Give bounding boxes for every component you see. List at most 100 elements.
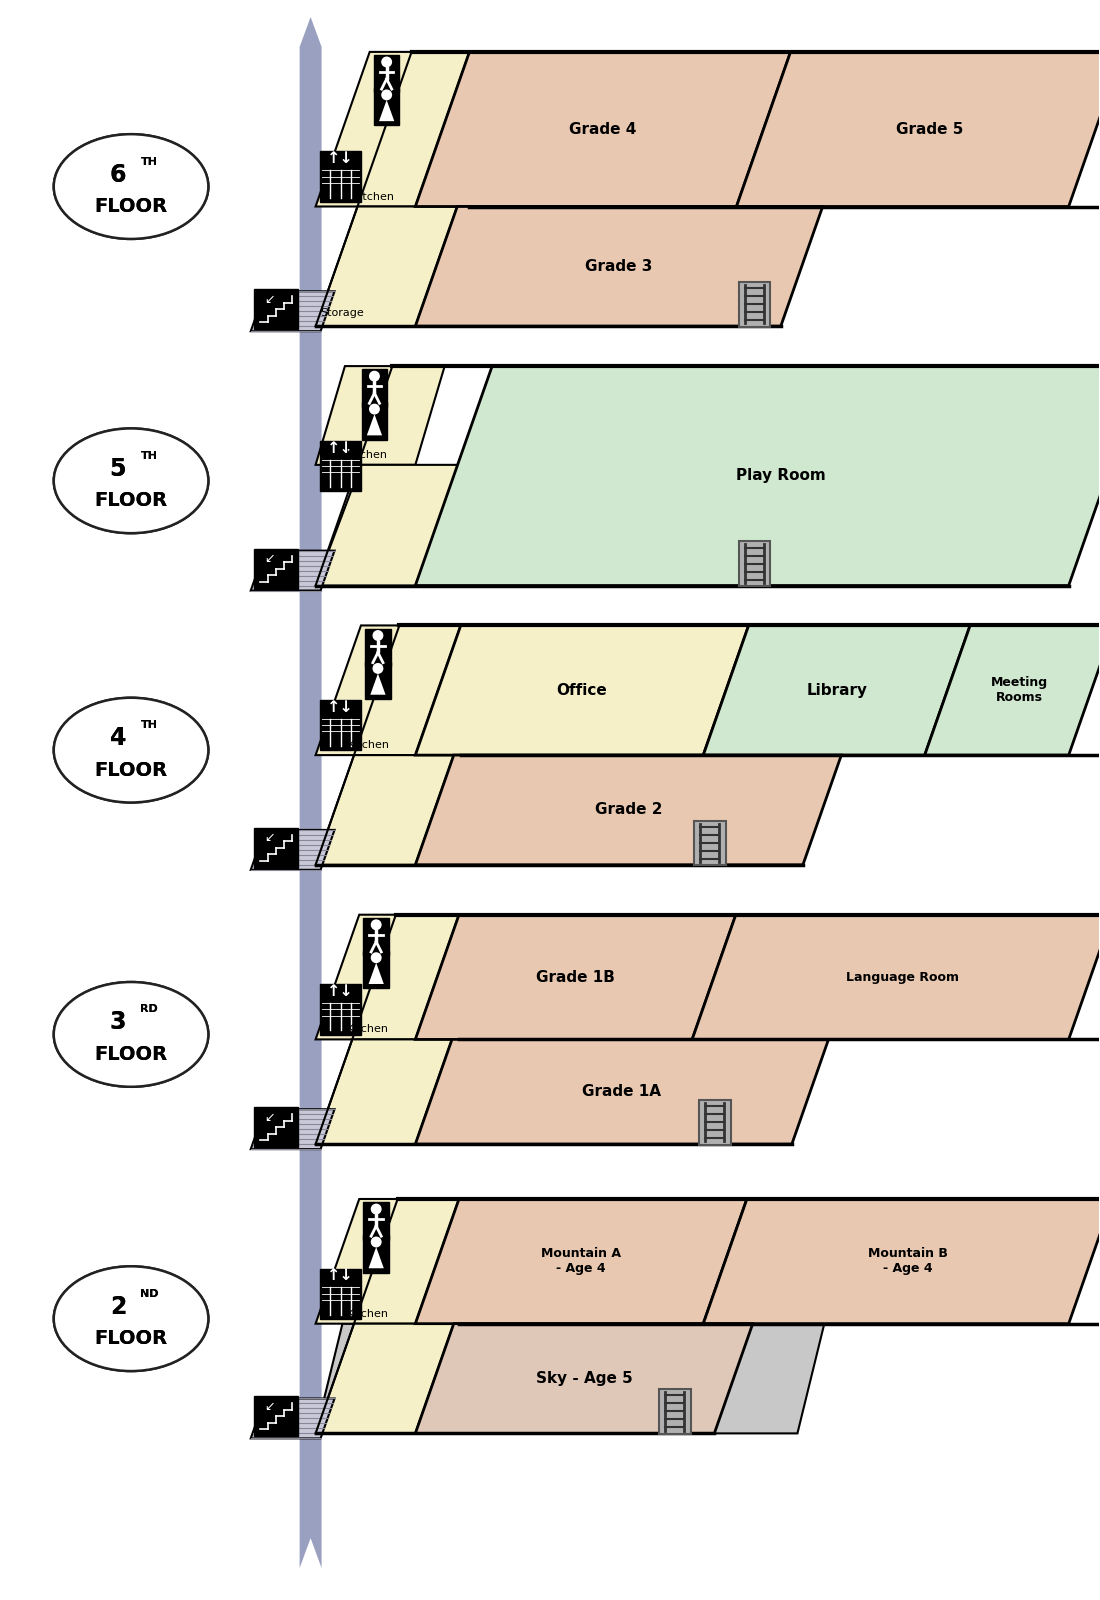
Polygon shape: [416, 366, 1100, 586]
Bar: [320, 152, 362, 202]
Ellipse shape: [54, 1266, 208, 1371]
Bar: [374, 54, 399, 93]
Bar: [254, 290, 298, 330]
Text: TH: TH: [141, 157, 157, 166]
Polygon shape: [925, 626, 1100, 755]
Text: Kitchen: Kitchen: [346, 1024, 388, 1035]
Polygon shape: [703, 626, 970, 755]
Text: Kitchen: Kitchen: [348, 741, 389, 750]
Text: ↑↓: ↑↓: [327, 699, 354, 715]
Polygon shape: [316, 755, 453, 866]
Text: RD: RD: [140, 1005, 158, 1014]
Ellipse shape: [52, 696, 211, 805]
Circle shape: [373, 630, 383, 640]
Text: Kitchen: Kitchen: [345, 450, 387, 459]
Text: Office: Office: [557, 683, 607, 698]
Polygon shape: [251, 830, 334, 870]
Text: TH: TH: [141, 720, 157, 730]
Text: ↑↓: ↑↓: [327, 984, 354, 998]
Circle shape: [373, 664, 383, 674]
Ellipse shape: [54, 134, 208, 238]
Circle shape: [372, 1237, 381, 1246]
Text: Storage: Storage: [320, 309, 364, 318]
Bar: [254, 827, 298, 867]
Text: 6: 6: [110, 163, 126, 187]
Text: Language Room: Language Room: [846, 971, 959, 984]
Text: ↙: ↙: [264, 293, 275, 306]
Text: ↙: ↙: [264, 1110, 275, 1123]
Text: 6: 6: [110, 163, 126, 187]
Text: TH: TH: [141, 451, 157, 461]
Polygon shape: [379, 99, 394, 122]
Polygon shape: [703, 1198, 1100, 1323]
Polygon shape: [692, 915, 1100, 1040]
Circle shape: [372, 920, 381, 930]
Polygon shape: [316, 626, 461, 755]
Text: Grade 3: Grade 3: [585, 259, 652, 274]
Text: 5: 5: [110, 458, 126, 482]
Text: Grade 1B: Grade 1B: [536, 970, 615, 984]
Ellipse shape: [52, 1264, 211, 1373]
Text: FLOOR: FLOOR: [95, 1045, 167, 1064]
Polygon shape: [416, 755, 842, 866]
Polygon shape: [416, 1198, 747, 1323]
Text: Mountain A
- Age 4: Mountain A - Age 4: [541, 1248, 622, 1275]
Text: FLOOR: FLOOR: [95, 1045, 167, 1064]
Text: FLOOR: FLOOR: [95, 760, 167, 779]
Polygon shape: [316, 206, 458, 326]
Text: 3: 3: [110, 1011, 126, 1035]
Polygon shape: [316, 1040, 452, 1144]
Bar: [363, 1235, 389, 1272]
Text: FLOOR: FLOOR: [95, 197, 167, 216]
Ellipse shape: [54, 134, 208, 238]
Ellipse shape: [54, 698, 208, 803]
Circle shape: [370, 405, 379, 414]
Polygon shape: [299, 18, 321, 1568]
Polygon shape: [368, 963, 384, 984]
Bar: [362, 370, 387, 406]
Text: Meeting
Rooms: Meeting Rooms: [991, 677, 1048, 704]
Text: ND: ND: [140, 1288, 158, 1299]
Polygon shape: [371, 674, 386, 694]
Text: FLOOR: FLOOR: [95, 1330, 167, 1349]
Text: FLOOR: FLOOR: [95, 760, 167, 779]
Text: FLOOR: FLOOR: [95, 197, 167, 216]
Text: 5: 5: [110, 458, 126, 482]
Circle shape: [382, 90, 392, 99]
Bar: [320, 984, 362, 1035]
Bar: [363, 918, 389, 955]
Polygon shape: [416, 1040, 828, 1144]
Circle shape: [372, 954, 381, 963]
Bar: [254, 549, 298, 589]
Text: ↙: ↙: [264, 832, 275, 845]
Circle shape: [370, 371, 379, 381]
Text: ND: ND: [140, 1288, 158, 1299]
Bar: [374, 88, 399, 125]
Text: Mountain B
- Age 4: Mountain B - Age 4: [868, 1248, 948, 1275]
Text: 4: 4: [110, 726, 126, 750]
Polygon shape: [251, 1109, 334, 1149]
Bar: [254, 1397, 298, 1437]
Bar: [320, 1269, 362, 1318]
Ellipse shape: [52, 131, 211, 242]
Ellipse shape: [52, 979, 211, 1090]
Ellipse shape: [54, 698, 208, 803]
Circle shape: [372, 1205, 381, 1214]
Text: Kitchen: Kitchen: [353, 192, 395, 202]
Bar: [362, 402, 387, 440]
Text: Kitchen: Kitchen: [346, 1309, 388, 1318]
Polygon shape: [366, 414, 382, 435]
Text: Grade 1A: Grade 1A: [582, 1085, 661, 1099]
Bar: [363, 950, 389, 989]
Text: FLOOR: FLOOR: [95, 1330, 167, 1349]
Bar: [738, 541, 770, 586]
Text: Grade 4: Grade 4: [570, 122, 637, 136]
Text: TH: TH: [141, 157, 157, 166]
Polygon shape: [416, 915, 736, 1040]
Polygon shape: [251, 291, 334, 331]
Circle shape: [382, 58, 392, 67]
Text: 2: 2: [110, 1294, 126, 1318]
Text: ↑↓: ↑↓: [327, 440, 354, 456]
Polygon shape: [251, 1398, 334, 1438]
Text: ↑↓: ↑↓: [327, 152, 354, 166]
